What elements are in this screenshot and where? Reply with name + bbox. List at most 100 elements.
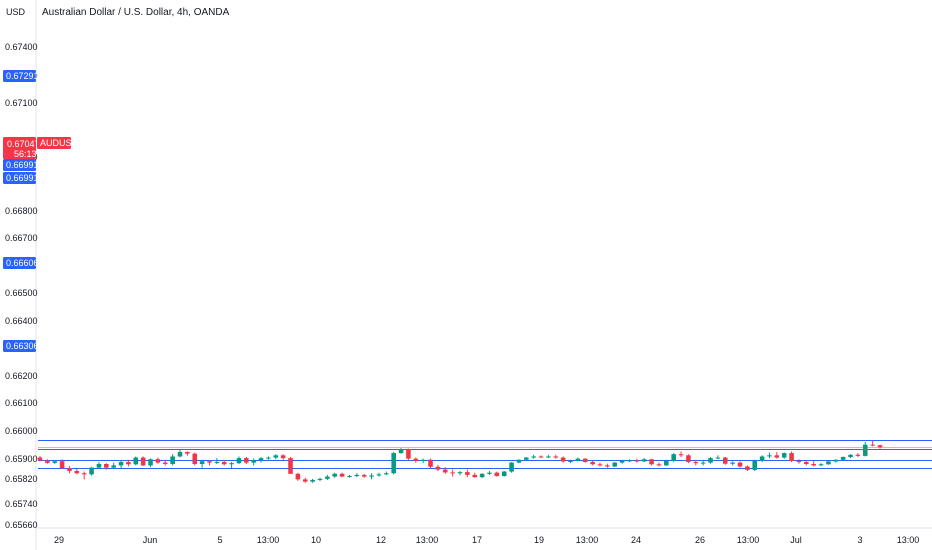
candle-down	[693, 459, 699, 466]
candle-body	[52, 461, 58, 463]
candle-down	[67, 465, 72, 474]
level-price-tag	[3, 70, 36, 82]
candle-down	[804, 460, 809, 466]
candle-body	[442, 469, 448, 473]
candle-body	[840, 457, 846, 460]
candle-up	[96, 462, 102, 469]
candle-up	[52, 460, 58, 464]
candle-body	[811, 464, 816, 466]
candle-up	[111, 462, 116, 469]
candle-body	[501, 471, 507, 477]
candle-down	[789, 451, 794, 463]
currency-label: USD	[6, 7, 26, 17]
candle-down	[59, 459, 65, 469]
candle-body	[708, 458, 713, 463]
candle-down	[553, 454, 559, 459]
candle-down	[745, 465, 750, 471]
time-tick-label: Jul	[790, 535, 802, 545]
candle-body	[509, 462, 514, 472]
candle-body	[398, 449, 404, 454]
candle-down	[45, 459, 50, 464]
candle-down	[560, 456, 566, 463]
candle-up	[546, 454, 551, 459]
horizontal-levels	[38, 440, 932, 469]
candle-body	[391, 453, 396, 474]
candle-body	[582, 458, 588, 463]
level-price-tag	[3, 340, 36, 352]
candle-body	[244, 458, 249, 463]
price-tick-label: 0.66000	[5, 426, 38, 436]
time-tick-label: 26	[695, 535, 705, 545]
candle-body	[531, 456, 536, 458]
candle-up	[354, 473, 360, 478]
candle-body	[302, 479, 308, 482]
candle-down	[590, 460, 595, 466]
candle-body	[671, 454, 676, 461]
candle-body	[251, 460, 256, 463]
candle-body	[862, 444, 868, 456]
candle-body	[420, 459, 426, 461]
candle-body	[590, 462, 595, 465]
candle-up	[619, 459, 625, 464]
level-price-label: 0.66306	[6, 341, 39, 351]
price-tick-label: 0.66500	[5, 288, 38, 298]
candle-up	[347, 474, 352, 478]
candle-body	[826, 461, 831, 465]
candle-up	[273, 454, 279, 460]
candle-down	[126, 459, 131, 467]
candle-body	[693, 462, 699, 464]
candle-up	[479, 473, 485, 478]
candle-down	[428, 458, 433, 469]
candle-body	[516, 459, 522, 463]
candle-up	[133, 456, 139, 466]
candle-up	[509, 462, 514, 473]
candle-body	[266, 457, 271, 459]
candle-body	[715, 457, 721, 459]
candle-body	[553, 456, 559, 458]
candle-body	[170, 456, 175, 464]
candle-up	[767, 452, 772, 459]
candle-body	[185, 451, 190, 454]
candle-down	[244, 457, 249, 464]
candle-body	[96, 464, 102, 468]
candle-up	[862, 441, 868, 457]
candle-body	[605, 465, 610, 467]
candle-down	[81, 471, 87, 480]
candle-up	[369, 473, 374, 480]
candle-body	[524, 457, 529, 460]
candle-up	[258, 457, 264, 463]
candle-body	[280, 455, 286, 459]
candle-up	[229, 462, 234, 469]
candle-body	[406, 449, 411, 459]
candle-down	[450, 469, 455, 477]
candle-body	[678, 454, 684, 456]
time-tick-label: 19	[534, 535, 544, 545]
time-tick-label: 13:00	[737, 535, 760, 545]
candle-body	[199, 461, 205, 464]
time-tick-label: 13:00	[576, 535, 599, 545]
candle-up	[664, 459, 669, 466]
time-tick-label: 13:00	[897, 535, 920, 545]
candle-down	[649, 458, 654, 466]
candle-up	[199, 459, 205, 468]
candle-body	[472, 474, 478, 478]
candle-up	[833, 459, 839, 463]
time-tick-label: 17	[472, 535, 482, 545]
level-price-tag	[3, 172, 36, 184]
candle-body	[619, 460, 625, 463]
candle-down	[870, 440, 875, 447]
candle-down	[796, 459, 802, 464]
time-axis[interactable]: 29 Jun 5 13:00 10 12 13:00 17 19 13:00 24 26 13:00 Ju…	[54, 535, 919, 545]
candle-body	[649, 459, 654, 465]
time-tick-label: 10	[311, 535, 321, 545]
candle-up	[531, 454, 536, 459]
current-price-tag: 0.67047 56:13 AUDUSD	[3, 137, 79, 159]
candle-body	[258, 458, 264, 461]
candle-body	[339, 473, 345, 477]
candle-body	[214, 462, 220, 464]
candle-down	[185, 451, 190, 456]
candle-body	[192, 453, 198, 464]
price-tick-label: 0.65820	[5, 474, 38, 484]
